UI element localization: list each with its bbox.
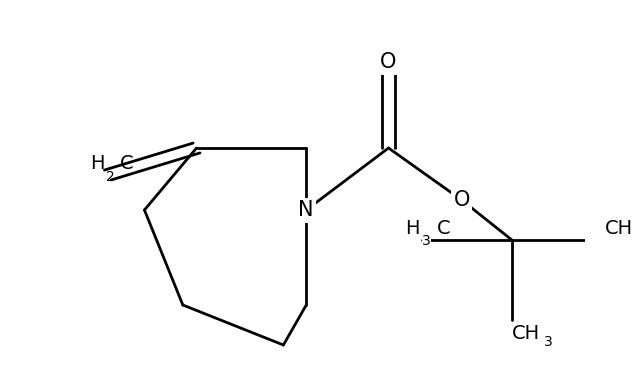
Text: H: H — [90, 154, 105, 173]
Text: 2: 2 — [106, 170, 115, 184]
Text: C: C — [120, 154, 133, 173]
Text: O: O — [380, 52, 397, 72]
Text: H: H — [405, 219, 419, 238]
Text: CH: CH — [512, 324, 540, 343]
Text: 3: 3 — [544, 335, 553, 349]
Text: 3: 3 — [422, 234, 431, 248]
Text: N: N — [298, 200, 314, 220]
Text: O: O — [454, 190, 470, 210]
Text: C: C — [437, 219, 451, 238]
Text: CH: CH — [604, 219, 632, 238]
